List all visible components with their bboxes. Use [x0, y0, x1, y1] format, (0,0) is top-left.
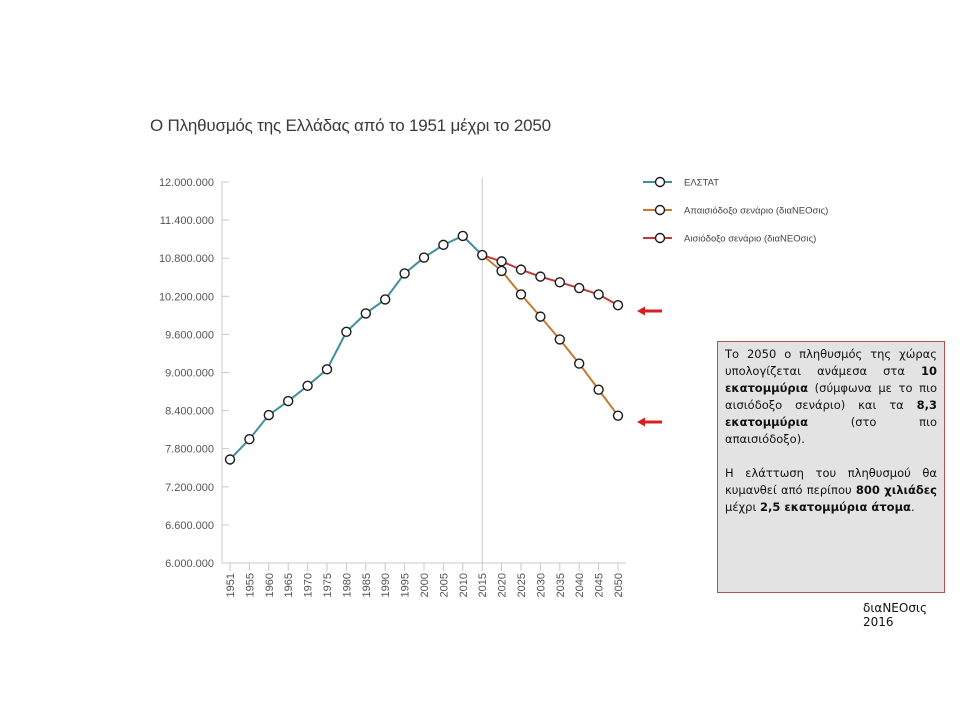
data-point — [380, 294, 391, 305]
series-lines — [229, 234, 619, 461]
data-point — [321, 364, 333, 375]
legend-label: Αισιόδοξο σενάριο (διαΝΕΟσις) — [684, 234, 816, 245]
y-tick-label: 7.200.000 — [165, 482, 214, 494]
note-text: (σύμφωνα με το πιο αισιόδοξο σενάριο) κα… — [725, 381, 937, 412]
legend-marker — [654, 232, 666, 244]
series-line-0 — [229, 234, 483, 461]
x-tick-label: 2035 — [555, 573, 567, 597]
data-point — [399, 268, 410, 279]
y-tick-label: 12.000.000 — [159, 177, 214, 189]
y-tick-label: 11.400.000 — [160, 215, 214, 227]
chart-title: Ο Πληθυσμός της Ελλάδας από το 1951 μέχρ… — [150, 116, 551, 135]
data-point — [496, 265, 507, 277]
y-tick-label: 6.000.000 — [165, 558, 214, 570]
data-point — [612, 299, 624, 311]
data-point — [535, 311, 546, 322]
data-point — [515, 264, 527, 275]
data-point — [283, 395, 294, 407]
note-bold: 800 χιλιάδες — [855, 483, 937, 497]
data-point — [418, 252, 430, 263]
data-point — [593, 289, 604, 300]
data-point — [360, 308, 371, 319]
x-tick-label: 2025 — [516, 573, 528, 597]
note-bold: 8,3 εκατομμύρια — [725, 398, 937, 429]
x-tick-label: 2005 — [438, 573, 450, 597]
note-text: μέχρι — [725, 500, 761, 514]
legend-label: Απαισιόδοξο σενάριο (διαΝΕΟσις) — [684, 206, 828, 217]
axes: 6.000.000 6.600.000 7.200.000 7.800.000 8.40… — [159, 177, 626, 597]
x-tick-label: 2020 — [497, 573, 509, 597]
data-point — [554, 277, 565, 288]
data-point — [574, 358, 585, 369]
note-text: . — [910, 500, 915, 514]
x-tick-label: 1995 — [400, 573, 412, 597]
source-credit: διαΝΕΟσις 2016 — [863, 601, 928, 629]
note-bold: 2,5 εκατομμύρια άτομα — [760, 500, 911, 514]
data-point — [224, 454, 236, 465]
x-tick-label: 1955 — [244, 573, 256, 597]
y-tick-label: 10.200.000 — [159, 291, 214, 303]
arrow-icon — [637, 306, 662, 316]
legend-marker — [654, 176, 666, 188]
y-tick-label: 9.000.000 — [165, 368, 214, 380]
arrow-icon — [637, 417, 662, 427]
x-tick-label: 1970 — [303, 573, 315, 597]
data-point — [244, 433, 255, 445]
data-point — [496, 256, 507, 267]
x-tick-label: 2015 — [477, 573, 489, 597]
x-tick-label: 1975 — [322, 573, 334, 597]
legend-label: ΕΛΣΤΑΤ — [684, 178, 719, 189]
x-tick-label: 2000 — [419, 573, 431, 597]
arrows — [637, 306, 662, 427]
data-point — [535, 271, 546, 282]
y-tick-label: 8.400.000 — [165, 406, 214, 418]
note-box: Το 2050 ο πληθυσμός της χώρας υπολογίζετ… — [717, 341, 945, 593]
x-tick-label: 1985 — [361, 573, 373, 597]
x-tick-label: 2010 — [458, 573, 470, 597]
series-points — [224, 230, 624, 465]
data-point — [438, 239, 449, 251]
y-tick-label: 6.600.000 — [165, 520, 214, 532]
legend-marker — [654, 204, 666, 216]
y-tick-label: 9.600.000 — [165, 329, 214, 341]
note-paragraph-1: Το 2050 ο πληθυσμός της χώρας υπολογίζετ… — [725, 346, 937, 448]
data-point — [574, 282, 585, 294]
x-tick-label: 2050 — [613, 573, 625, 597]
data-point — [515, 289, 527, 300]
data-point — [263, 409, 274, 421]
data-point — [477, 249, 488, 261]
data-point — [554, 334, 565, 345]
x-tick-label: 1980 — [341, 573, 353, 597]
data-point — [612, 410, 624, 421]
x-tick-label: 1960 — [264, 573, 276, 597]
note-text: (στο πιο απαισιόδοξο). — [725, 415, 937, 446]
note-paragraph-2: Η ελάττωση του πληθυσμού θα κυμανθεί από… — [725, 465, 937, 516]
x-tick-label: 1951 — [225, 573, 237, 597]
legend: ΕΛΣΤΑΤ Απαισιόδοξο σενάριο (διαΝΕΟσις) Αισ… — [643, 176, 828, 245]
x-tick-label: 1990 — [380, 573, 392, 597]
y-tick-label: 10.800.000 — [159, 253, 214, 265]
note-text: Η ελάττωση του πληθυσμού θα κυμανθεί από… — [725, 466, 937, 497]
x-tick-label: 2040 — [574, 573, 586, 597]
x-tick-label: 2030 — [535, 573, 547, 597]
data-point — [457, 230, 468, 242]
data-point — [302, 380, 313, 392]
data-point — [341, 326, 352, 338]
x-tick-label: 2045 — [594, 573, 606, 597]
note-bold: 10 εκατομμύρια — [725, 364, 937, 395]
x-tick-label: 1965 — [283, 573, 295, 597]
data-point — [593, 384, 604, 395]
y-tick-label: 7.800.000 — [165, 444, 214, 456]
note-text: Το 2050 ο πληθυσμός της χώρας υπολογίζετ… — [725, 347, 937, 378]
